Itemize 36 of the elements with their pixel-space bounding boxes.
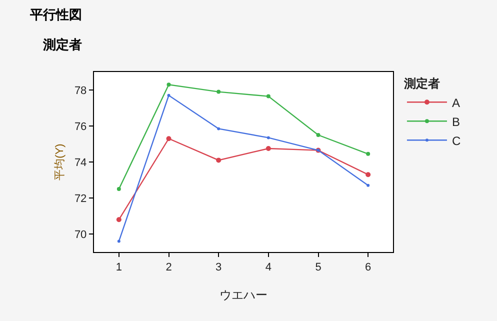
point — [216, 90, 221, 94]
y-tick-label: 72 — [74, 192, 87, 205]
point — [116, 217, 122, 222]
x-tick-label: 1 — [116, 261, 122, 274]
point — [266, 94, 270, 98]
point — [316, 133, 320, 137]
point — [116, 187, 121, 191]
point — [266, 146, 271, 151]
y-tick-label: 70 — [74, 228, 87, 241]
chart-title: 平行性図 — [28, 6, 82, 22]
y-tick-label: 74 — [74, 156, 87, 169]
x-axis-title: ウエハー — [220, 288, 268, 302]
point — [166, 82, 171, 87]
point — [117, 240, 120, 243]
point — [366, 172, 371, 178]
point — [167, 94, 170, 97]
point — [216, 158, 222, 163]
y-axis-title: 平均(Y) — [54, 144, 66, 180]
x-tick-label: 2 — [166, 261, 172, 274]
y-tick-label: 76 — [74, 120, 87, 133]
x-tick-label: 3 — [216, 261, 222, 274]
legend-label: A — [452, 96, 460, 110]
x-tick-label: 5 — [315, 261, 322, 274]
point — [366, 184, 370, 187]
legend-title: 測定者 — [402, 76, 440, 91]
point — [166, 136, 172, 142]
line-series — [117, 94, 370, 243]
chart-subtitle: 測定者 — [42, 37, 82, 52]
x-tick-label: 4 — [265, 261, 272, 274]
x-tick-label: 6 — [365, 261, 372, 274]
point — [217, 127, 220, 130]
legend-label: B — [452, 114, 460, 129]
legend-label: C — [452, 134, 461, 148]
y-tick-label: 78 — [74, 84, 87, 97]
point — [266, 136, 270, 140]
point — [366, 152, 370, 156]
